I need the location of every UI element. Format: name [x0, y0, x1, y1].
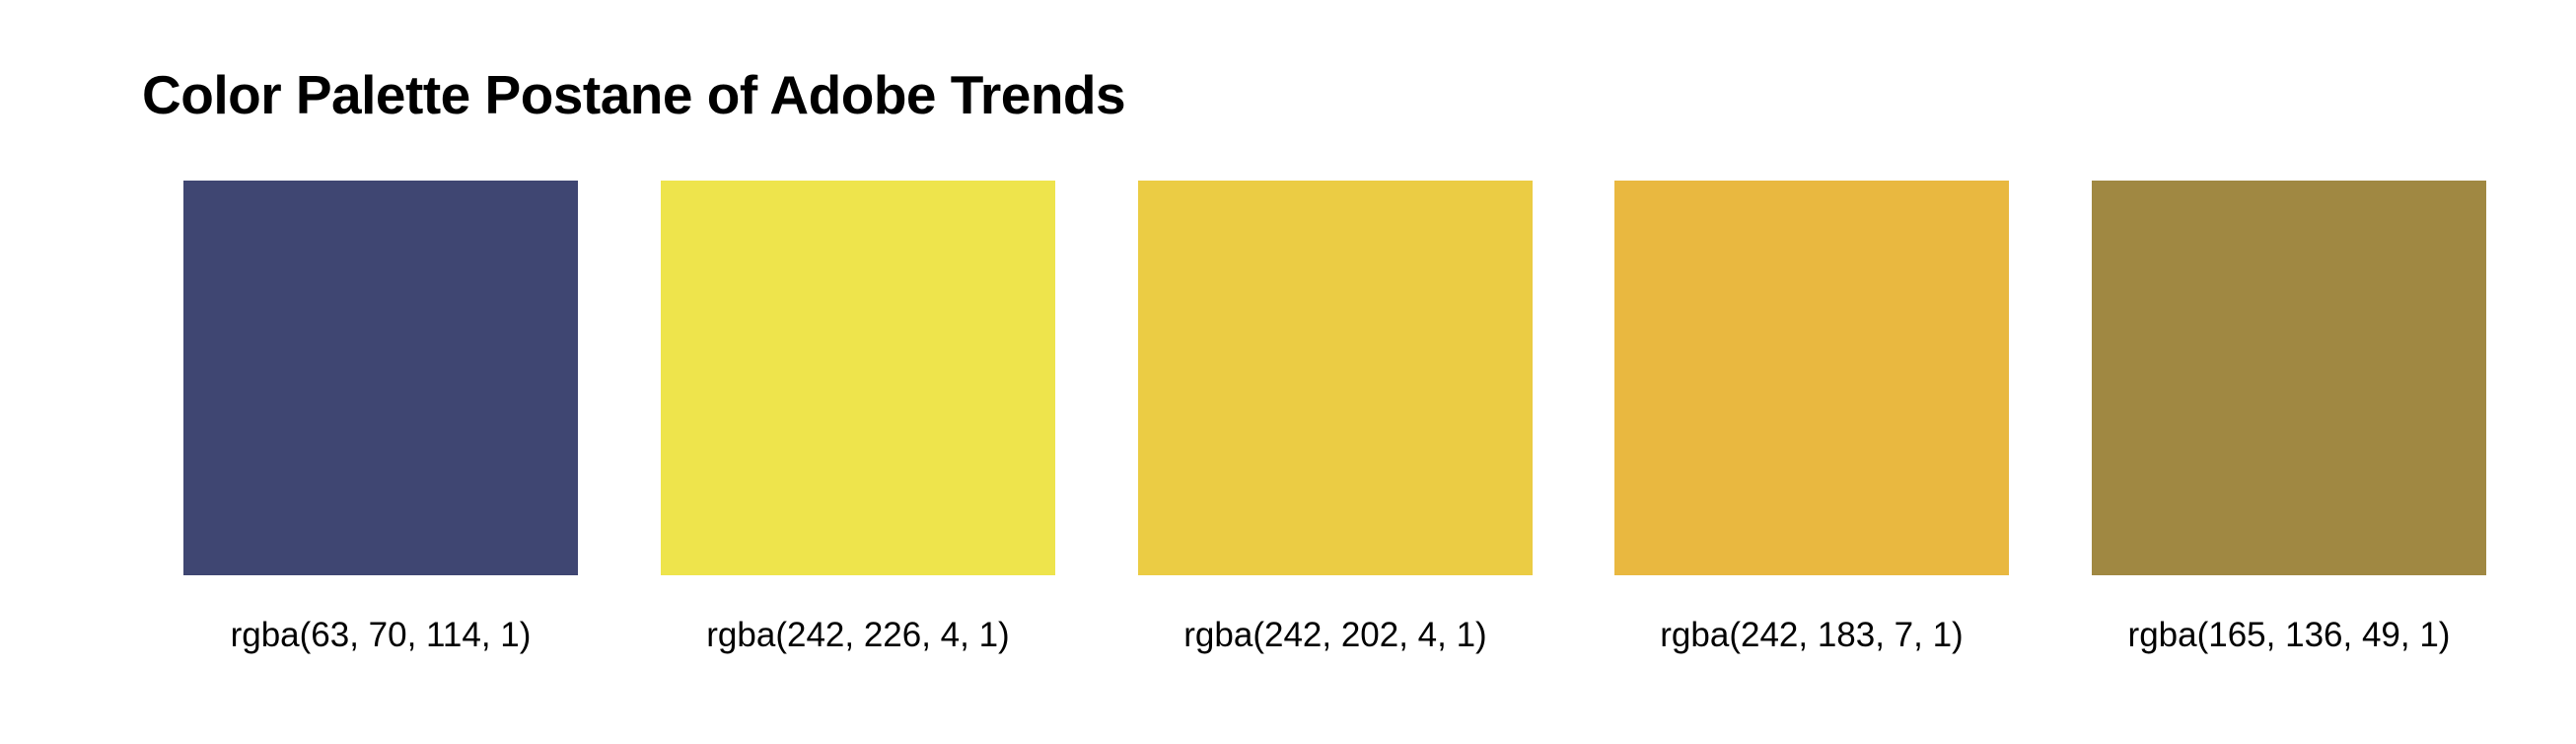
swatch-card: rgba(63, 70, 114, 1): [183, 181, 578, 654]
color-swatch: [1138, 181, 1533, 575]
swatch-label: rgba(242, 202, 4, 1): [1183, 616, 1487, 654]
swatch-label: rgba(165, 136, 49, 1): [2127, 616, 2451, 654]
swatch-label: rgba(242, 183, 7, 1): [1660, 616, 1964, 654]
swatch-label: rgba(242, 226, 4, 1): [706, 616, 1010, 654]
page-title: Color Palette Postane of Adobe Trends: [142, 64, 1126, 125]
color-swatch: [661, 181, 1055, 575]
color-swatch: [1614, 181, 2009, 575]
swatch-card: rgba(242, 226, 4, 1): [661, 181, 1055, 654]
swatch-card: rgba(242, 202, 4, 1): [1138, 181, 1533, 654]
color-swatch: [2092, 181, 2486, 575]
color-swatch: [183, 181, 578, 575]
swatch-card: rgba(165, 136, 49, 1): [2092, 181, 2486, 654]
swatch-card: rgba(242, 183, 7, 1): [1614, 181, 2009, 654]
swatch-label: rgba(63, 70, 114, 1): [230, 616, 532, 654]
